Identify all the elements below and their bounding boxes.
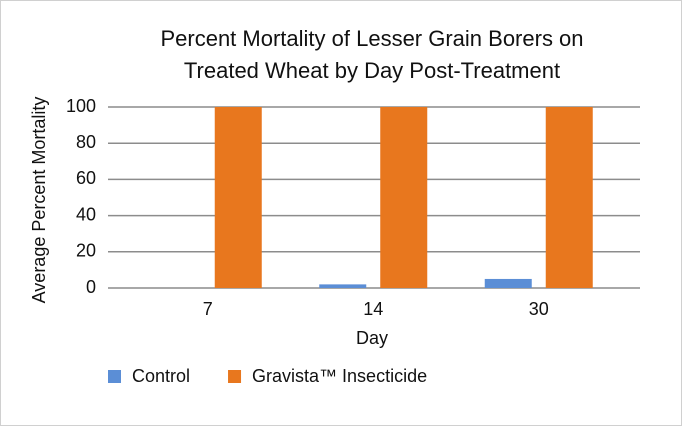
y-tick-label: 100 xyxy=(66,96,96,116)
y-tick-label: 80 xyxy=(76,132,96,152)
y-tick-label: 20 xyxy=(76,241,96,261)
x-tick-label: 30 xyxy=(529,299,549,319)
legend-label: Gravista™ Insecticide xyxy=(252,366,427,386)
y-tick-label: 0 xyxy=(86,277,96,297)
y-axis-label: Average Percent Mortality xyxy=(29,97,49,304)
bar xyxy=(214,107,262,288)
legend-swatch xyxy=(108,370,121,383)
x-tick-label: 7 xyxy=(203,299,213,319)
bar xyxy=(484,278,532,288)
chart-title: Treated Wheat by Day Post-Treatment xyxy=(184,58,560,83)
bar xyxy=(545,107,593,288)
chart-title: Percent Mortality of Lesser Grain Borers… xyxy=(160,26,583,51)
x-axis-label: Day xyxy=(356,328,388,348)
y-tick-label: 60 xyxy=(76,168,96,188)
legend-swatch xyxy=(228,370,242,383)
bar xyxy=(380,107,428,288)
y-tick-label: 40 xyxy=(76,204,96,224)
bar xyxy=(319,284,367,288)
x-tick-label: 14 xyxy=(363,299,383,319)
legend-label: Control xyxy=(132,366,190,386)
